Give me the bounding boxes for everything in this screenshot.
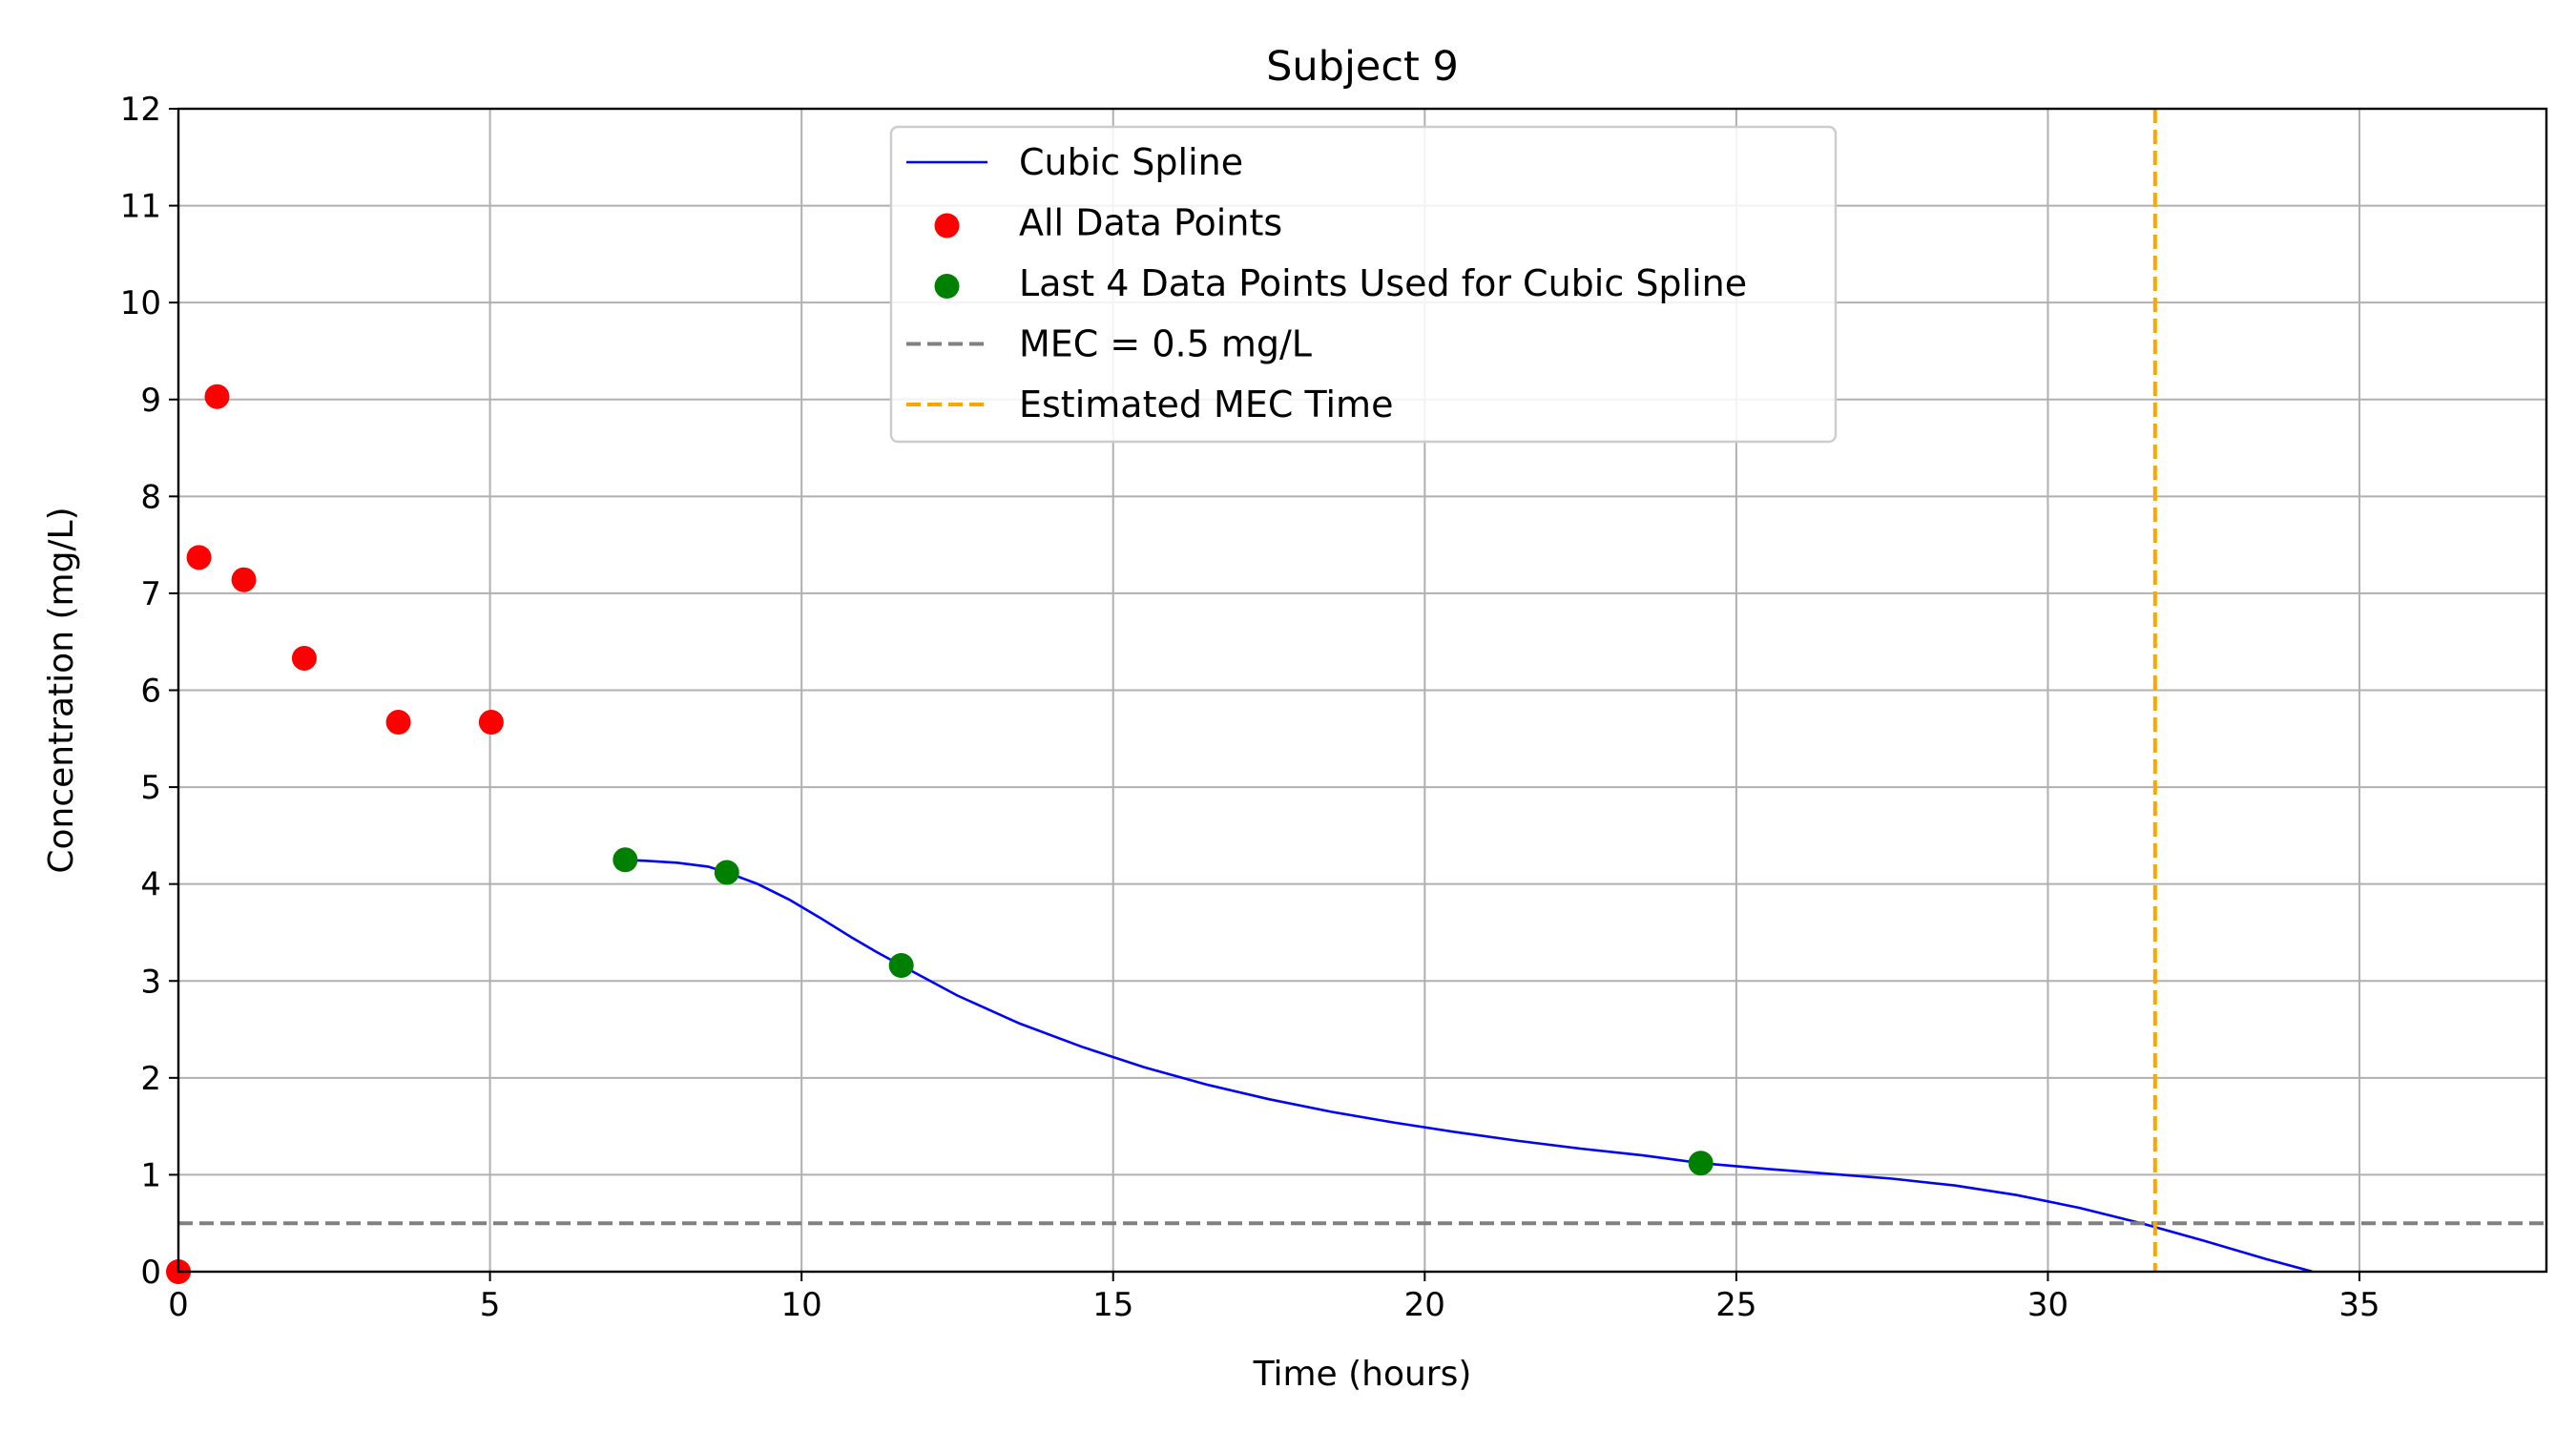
y-axis-title: Concentration (mg/L) xyxy=(42,507,81,873)
y-tick-label: 1 xyxy=(140,1156,161,1194)
legend-label: Cubic Spline xyxy=(1019,141,1243,183)
legend-label: Last 4 Data Points Used for Cubic Spline xyxy=(1019,262,1747,304)
plot-frame xyxy=(177,107,2548,1274)
chart-title: Subject 9 xyxy=(1266,43,1459,91)
data-point xyxy=(231,567,257,592)
y-tick-label: 3 xyxy=(140,963,161,1001)
x-tick-label: 10 xyxy=(781,1286,822,1324)
legend-label: MEC = 0.5 mg/L xyxy=(1019,323,1312,365)
x-tick-label: 15 xyxy=(1092,1286,1133,1324)
legend-marker xyxy=(934,274,960,299)
spline-data-point xyxy=(714,860,739,885)
y-tick-label: 4 xyxy=(140,866,161,904)
cubic-spline-line xyxy=(625,859,2314,1274)
x-tick-label: 5 xyxy=(480,1286,501,1324)
spline-data-point xyxy=(613,847,638,873)
spline-data-point xyxy=(1688,1151,1714,1176)
y-tick-label: 7 xyxy=(140,575,161,613)
data-point xyxy=(385,710,411,736)
y-tick-label: 0 xyxy=(140,1254,161,1292)
x-tick-label: 20 xyxy=(1404,1286,1445,1324)
y-tick-label: 9 xyxy=(140,382,161,420)
data-point xyxy=(204,384,230,409)
x-tick-label: 0 xyxy=(168,1286,189,1324)
y-tick-label: 6 xyxy=(140,673,161,711)
y-tick-label: 10 xyxy=(120,284,161,322)
series-layer xyxy=(166,109,2546,1284)
x-tick-label: 25 xyxy=(1715,1286,1756,1324)
legend-label: All Data Points xyxy=(1019,202,1282,244)
legend: Cubic Spline All Data Points Last 4 Data P… xyxy=(889,125,1838,444)
y-tick-label: 5 xyxy=(140,769,161,807)
x-tick-label: 35 xyxy=(2338,1286,2379,1324)
y-tick-label: 11 xyxy=(120,188,161,226)
y-tick-label: 2 xyxy=(140,1060,161,1098)
legend-label: Estimated MEC Time xyxy=(1019,384,1393,425)
legend-marker xyxy=(934,213,960,238)
x-tick-label: 30 xyxy=(2027,1286,2068,1324)
data-point xyxy=(291,645,317,671)
legend-box xyxy=(889,125,1838,444)
spline-data-point xyxy=(888,952,914,978)
data-point xyxy=(186,545,212,570)
x-axis-title: Time (hours) xyxy=(1253,1355,1472,1394)
y-tick-label: 12 xyxy=(120,91,161,129)
data-point xyxy=(478,710,504,736)
y-tick-label: 8 xyxy=(140,478,161,516)
